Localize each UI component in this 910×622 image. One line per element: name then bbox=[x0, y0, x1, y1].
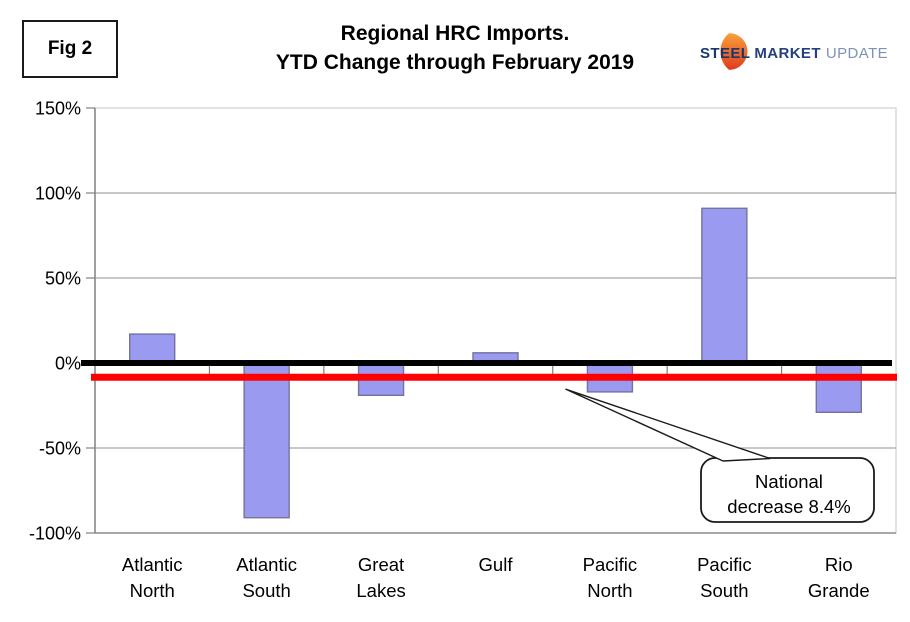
bar-atlantic-north bbox=[129, 333, 176, 364]
x-axis-label-pacific-south: Pacific South bbox=[697, 554, 752, 601]
logo-word-market: MARKET bbox=[754, 45, 821, 62]
callout-text-line1: National bbox=[755, 471, 823, 492]
x-axis-label-atlantic-north: Atlantic North bbox=[122, 554, 183, 601]
crescent-moon-icon bbox=[720, 33, 748, 70]
figure-label-box: Fig 2 bbox=[22, 20, 118, 78]
figure-label: Fig 2 bbox=[47, 38, 93, 59]
chart-title: Regional HRC Imports. YTD Change through… bbox=[130, 19, 780, 77]
y-axis-tick-label: -50% bbox=[39, 438, 81, 458]
y-axis-tick-label: 0% bbox=[55, 353, 81, 373]
chart-title-line2: YTD Change through February 2019 bbox=[275, 51, 635, 74]
callout-pointer bbox=[565, 388, 771, 462]
x-axis-label-great-lakes: Great Lakes bbox=[356, 554, 405, 601]
x-axis-label-rio-grande: Rio Grande bbox=[808, 554, 870, 601]
y-axis-tick-label: 50% bbox=[45, 268, 81, 288]
y-axis-tick-label: 150% bbox=[35, 98, 81, 118]
x-axis-label-atlantic-south: Atlantic South bbox=[236, 554, 297, 601]
bar-atlantic-south bbox=[243, 362, 290, 519]
y-axis-tick-label: -100% bbox=[29, 523, 81, 543]
bar-pacific-south bbox=[701, 207, 748, 364]
logo-word-update: UPDATE bbox=[825, 45, 889, 62]
x-axis-label-pacific-north: Pacific North bbox=[583, 554, 638, 601]
logo-text: STEEL MARKET UPDATE bbox=[700, 45, 888, 62]
y-axis-tick-label: 100% bbox=[35, 183, 81, 203]
chart-title-line1: Regional HRC Imports. bbox=[340, 22, 570, 45]
callout-bubble bbox=[700, 457, 875, 523]
bar-rio-grande bbox=[815, 362, 862, 413]
x-axis-label-gulf: Gulf bbox=[479, 554, 514, 575]
steel-market-update-logo: STEEL MARKET UPDATE bbox=[697, 29, 888, 75]
callout-text-line2: decrease 8.4% bbox=[727, 496, 850, 517]
logo-word-steel: STEEL bbox=[700, 45, 751, 62]
